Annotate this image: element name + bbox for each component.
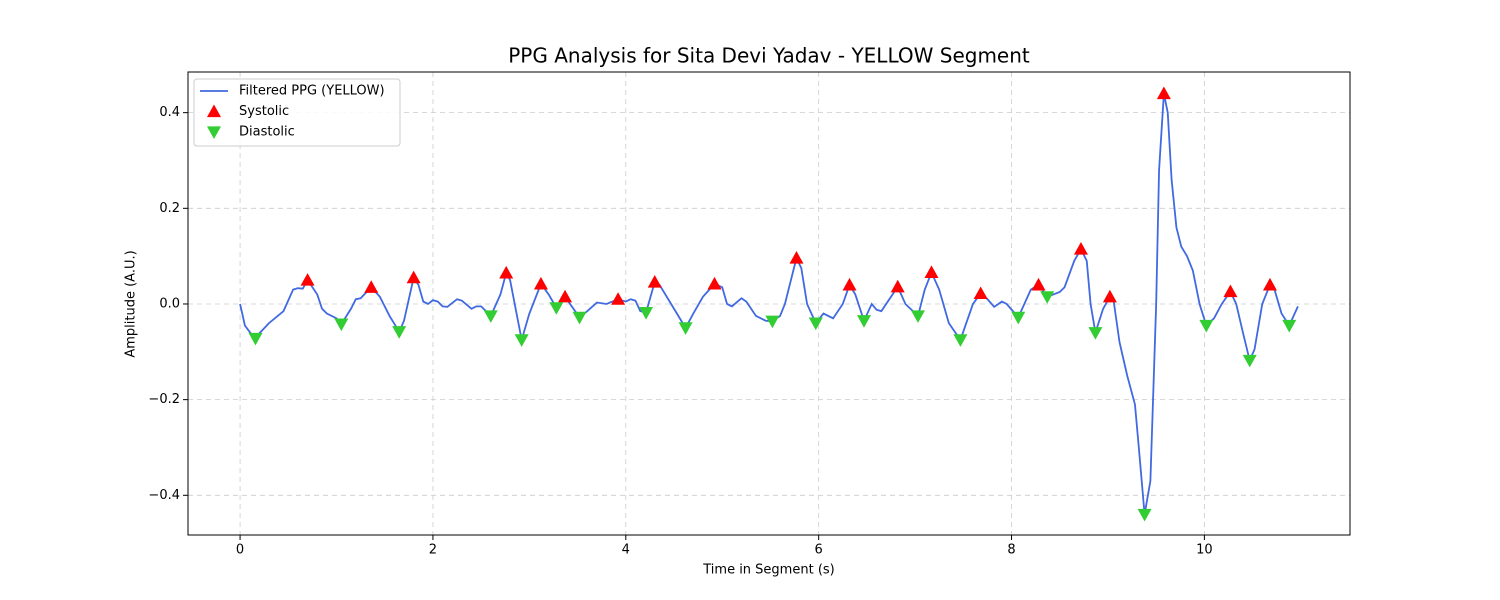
y-tick-label: 0.4 <box>159 105 180 120</box>
ppg-line <box>239 93 1299 515</box>
diastolic-marker <box>1011 311 1026 325</box>
diastolic-marker <box>1088 327 1103 340</box>
diastolic-marker <box>514 334 529 347</box>
x-tick-label: 10 <box>1196 543 1213 558</box>
y-tick-label: 0.0 <box>159 296 180 311</box>
systolic-marker <box>300 273 315 286</box>
diastolic-marker <box>334 318 349 332</box>
x-tick-label: 2 <box>429 543 437 558</box>
systolic-marker <box>1156 86 1171 100</box>
x-tick-label: 0 <box>236 543 244 558</box>
diastolic-marker <box>572 311 587 325</box>
systolic-marker <box>1223 284 1238 298</box>
legend-label: Diastolic <box>239 125 295 140</box>
diastolic-marker <box>1282 319 1297 333</box>
diastolic-marker <box>392 326 407 339</box>
legend-label: Filtered PPG (YELLOW) <box>239 84 385 99</box>
y-axis-label: Amplitude (A.U.) <box>124 250 139 357</box>
systolic-marker <box>973 286 988 300</box>
x-tick-label: 8 <box>1007 543 1015 558</box>
systolic-marker <box>611 292 626 305</box>
systolic-marker <box>924 265 939 279</box>
systolic-marker <box>647 274 662 288</box>
diastolic-marker <box>808 317 823 331</box>
diastolic-marker <box>483 310 498 323</box>
legend-marker <box>207 126 221 139</box>
systolic-marker <box>558 289 573 303</box>
legend-label: Systolic <box>239 104 289 119</box>
chart-title: PPG Analysis for Sita Devi Yadav - YELLO… <box>508 44 1030 68</box>
y-tick-label: 0.2 <box>159 201 180 216</box>
systolic-marker <box>789 251 804 264</box>
diastolic-marker <box>953 334 968 347</box>
systolic-marker <box>1073 241 1088 255</box>
systolic-marker <box>533 276 548 290</box>
diastolic-marker <box>678 322 693 335</box>
systolic-marker <box>406 270 421 284</box>
systolic-marker <box>707 276 722 290</box>
diastolic-marker <box>1199 319 1214 333</box>
x-tick-label: 4 <box>622 543 630 558</box>
diastolic-marker <box>765 315 780 329</box>
diastolic-marker <box>248 332 263 346</box>
y-tick-label: −0.2 <box>148 392 180 407</box>
y-tick-label: −0.4 <box>148 488 180 503</box>
diastolic-marker <box>549 302 564 315</box>
diastolic-marker <box>1040 291 1055 304</box>
systolic-marker <box>1262 277 1277 291</box>
systolic-marker <box>499 265 514 279</box>
diastolic-marker <box>910 310 925 323</box>
diastolic-marker <box>639 306 654 320</box>
systolic-marker <box>364 280 379 293</box>
systolic-marker <box>890 279 905 293</box>
systolic-marker <box>842 277 857 291</box>
legend-box <box>193 78 401 147</box>
legend-marker <box>207 104 221 118</box>
x-tick-label: 6 <box>815 543 823 558</box>
systolic-marker <box>1102 289 1117 303</box>
systolic-marker <box>1031 277 1046 291</box>
diastolic-marker <box>1137 508 1152 522</box>
diastolic-marker <box>1242 354 1257 368</box>
plot-frame <box>187 71 1351 536</box>
legend: Filtered PPG (YELLOW) Systolic Diastolic <box>193 78 401 147</box>
diastolic-marker <box>856 315 871 328</box>
x-axis-label: Time in Segment (s) <box>702 563 834 578</box>
